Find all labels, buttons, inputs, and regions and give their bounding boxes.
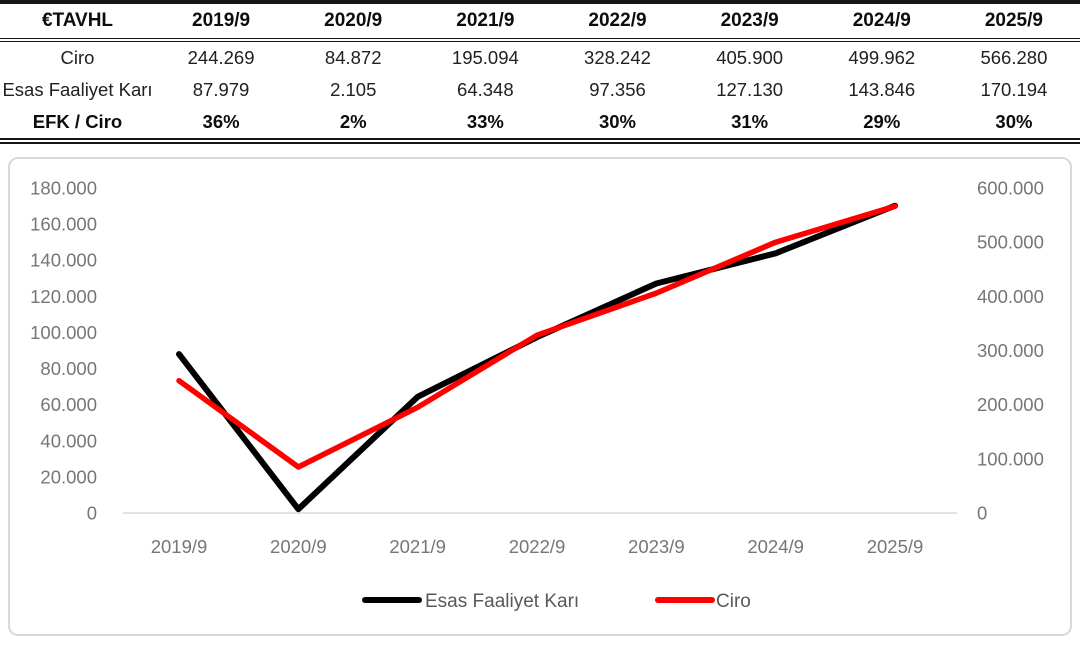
left-axis-tick-label: 160.000: [30, 214, 97, 235]
right-axis-tick-label: 600.000: [977, 178, 1044, 199]
table-cell: 87.979: [192, 79, 250, 100]
x-axis-category-label: 2022/9: [509, 536, 566, 557]
row-label: Ciro: [60, 47, 95, 68]
left-axis-tick-label: 40.000: [40, 430, 97, 451]
table-cell: 143.846: [848, 79, 916, 100]
table-year-header: 2025/9: [947, 2, 1080, 42]
table-cell: 328.242: [584, 47, 651, 68]
table-row: Ciro 244.269 84.872 195.094 328.242 405.900 49…: [0, 40, 1080, 74]
left-axis-tick-label: 20.000: [40, 466, 97, 487]
table-year-header: 2020/9: [287, 2, 420, 42]
table-cell: 195.094: [451, 47, 519, 68]
table-cell: 170.194: [980, 79, 1048, 100]
series-line-esas-faaliyet-kari: [176, 202, 898, 513]
row-label: Esas Faaliyet Karı: [2, 79, 153, 100]
table-cell: 30%: [995, 111, 1033, 132]
table-year-header: 2023/9: [683, 2, 816, 42]
x-axis-category-label: 2024/9: [747, 536, 804, 557]
chart-card: 0 20.000 40.000 60.000 80.000 100.000 120.000 1…: [8, 157, 1072, 636]
left-axis-tick-label: 140.000: [30, 250, 97, 271]
right-axis-tick-label: 0: [977, 503, 987, 524]
x-axis-category-label: 2020/9: [270, 536, 327, 557]
x-axis-category-label: 2023/9: [628, 536, 685, 557]
table-cell: 244.269: [187, 47, 255, 68]
x-axis-category-label: 2021/9: [389, 536, 446, 557]
right-axis-tick-label: 100.000: [977, 448, 1044, 469]
row-label: EFK / Ciro: [32, 111, 123, 132]
table-row: EFK / Ciro 36% 2% 33% 30% 31% 29% 30%: [0, 106, 1080, 141]
right-axis-tick-label: 400.000: [977, 286, 1044, 307]
left-axis-tick-label: 60.000: [40, 394, 97, 415]
right-axis-tick-label: 300.000: [977, 340, 1044, 361]
table-cell: 30%: [598, 111, 636, 132]
table-cell: 2.105: [330, 79, 377, 100]
line-chart: 0 20.000 40.000 60.000 80.000 100.000 120.000 1…: [30, 178, 1044, 613]
table-header-row: €TAVHL 2019/9 2020/9 2021/9 2022/9 2023/9 2024…: [0, 2, 1080, 42]
table-title-cell: €TAVHL: [0, 2, 155, 42]
table-cell: 64.348: [457, 79, 514, 100]
left-axis-tick-label: 80.000: [40, 358, 97, 379]
right-axis-tick-label: 200.000: [977, 394, 1044, 415]
x-axis-category-label: 2025/9: [867, 536, 924, 557]
table-cell: 36%: [202, 111, 240, 132]
left-axis-tick-label: 0: [87, 503, 97, 524]
x-axis-category-label: 2019/9: [151, 536, 208, 557]
table-year-header: 2024/9: [815, 2, 948, 42]
table-cell: 405.900: [716, 47, 784, 68]
table-body: Ciro 244.269 84.872 195.094 328.242 405.900 49…: [0, 40, 1080, 141]
table-cell: 33%: [466, 111, 504, 132]
table-year-header: 2022/9: [551, 2, 684, 42]
table-year-header: 2019/9: [155, 2, 288, 42]
right-axis-tick-label: 500.000: [977, 232, 1044, 253]
left-axis-tick-label: 100.000: [30, 322, 97, 343]
table-cell: 29%: [863, 111, 901, 132]
table-cell: 84.872: [324, 47, 382, 68]
table-cell: 127.130: [716, 79, 784, 100]
table-row: Esas Faaliyet Karı 87.979 2.105 64.348 97.35…: [0, 74, 1080, 106]
legend-label-ciro: Ciro: [716, 591, 751, 612]
table-cell: 31%: [731, 111, 769, 132]
table-cell: 566.280: [980, 47, 1048, 68]
table-cell: 97.356: [589, 79, 646, 100]
series-line-ciro: [176, 203, 898, 470]
financial-table: €TAVHL 2019/9 2020/9 2021/9 2022/9 2023/9 2024…: [0, 0, 1080, 144]
left-axis-tick-label: 180.000: [30, 178, 97, 199]
table-cell: 2%: [339, 111, 367, 132]
table-year-header: 2021/9: [419, 2, 552, 42]
left-axis-tick-label: 120.000: [30, 286, 97, 307]
legend-label-esas-faaliyet-kari: Esas Faaliyet Karı: [425, 591, 579, 612]
table-cell: 499.962: [848, 47, 916, 68]
